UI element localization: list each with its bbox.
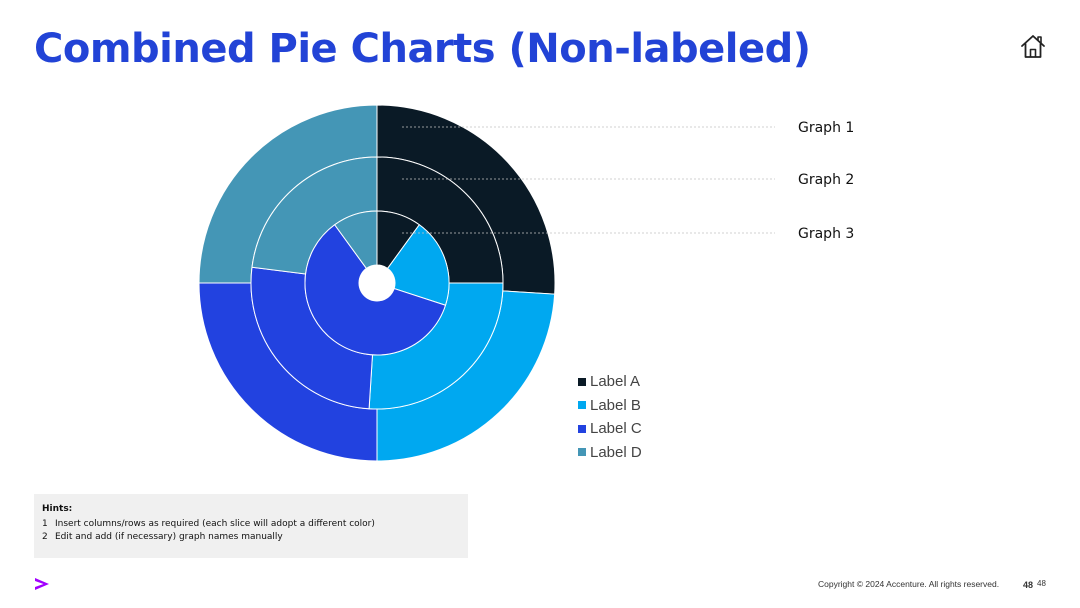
pie-slice-graph-3-label-d — [333, 210, 378, 270]
hint-item: 1 Insert columns/rows as required (each s… — [42, 519, 460, 529]
ring-labels: Graph 1 Graph 2 Graph 3 — [798, 120, 854, 242]
legend-label: Label D — [590, 443, 642, 461]
legend-swatch — [578, 401, 586, 410]
chart-legend: Label A Label B Label C Label D — [578, 370, 642, 464]
home-icon[interactable] — [1019, 32, 1047, 60]
ring-label-graph-3: Graph 3 — [798, 226, 854, 242]
page-number: 48 — [1023, 580, 1034, 590]
pie-slice-graph-3-label-b — [386, 224, 450, 306]
ring-label-graph-1: Graph 1 — [798, 120, 854, 136]
hints-title: Hints: — [42, 504, 73, 514]
legend-swatch — [578, 377, 586, 386]
ring-label-graph-2: Graph 2 — [798, 172, 854, 188]
legend-item: Label A — [578, 370, 642, 394]
page-title: Combined Pie Charts (Non-labeled) — [34, 26, 811, 72]
legend-swatch — [578, 424, 586, 433]
legend-label: Label C — [590, 420, 642, 438]
hint-number: 2 — [42, 532, 48, 542]
hint-text: Insert columns/rows as required (each sl… — [55, 519, 375, 529]
legend-item: Label D — [578, 441, 642, 465]
legend-label: Label B — [590, 396, 641, 414]
pie-slices — [198, 104, 556, 462]
pie-slice-graph-3-label-c — [304, 224, 447, 356]
hint-item: 2 Edit and add (if necessary) graph names… — [42, 532, 460, 542]
accenture-logo — [35, 578, 49, 590]
hint-text: Edit and add (if necessary) graph names … — [55, 532, 283, 542]
legend-label: Label A — [590, 373, 641, 391]
hints-box: Hints: 1 Insert columns/rows as required … — [34, 494, 468, 558]
hint-number: 1 — [42, 519, 48, 529]
legend-item: Label B — [578, 394, 642, 418]
page-number-secondary: 48 — [1037, 579, 1046, 588]
copyright-text: Copyright © 2024 Accenture. All rights r… — [818, 579, 1000, 589]
legend-swatch — [578, 448, 586, 457]
legend-item: Label C — [578, 417, 642, 441]
